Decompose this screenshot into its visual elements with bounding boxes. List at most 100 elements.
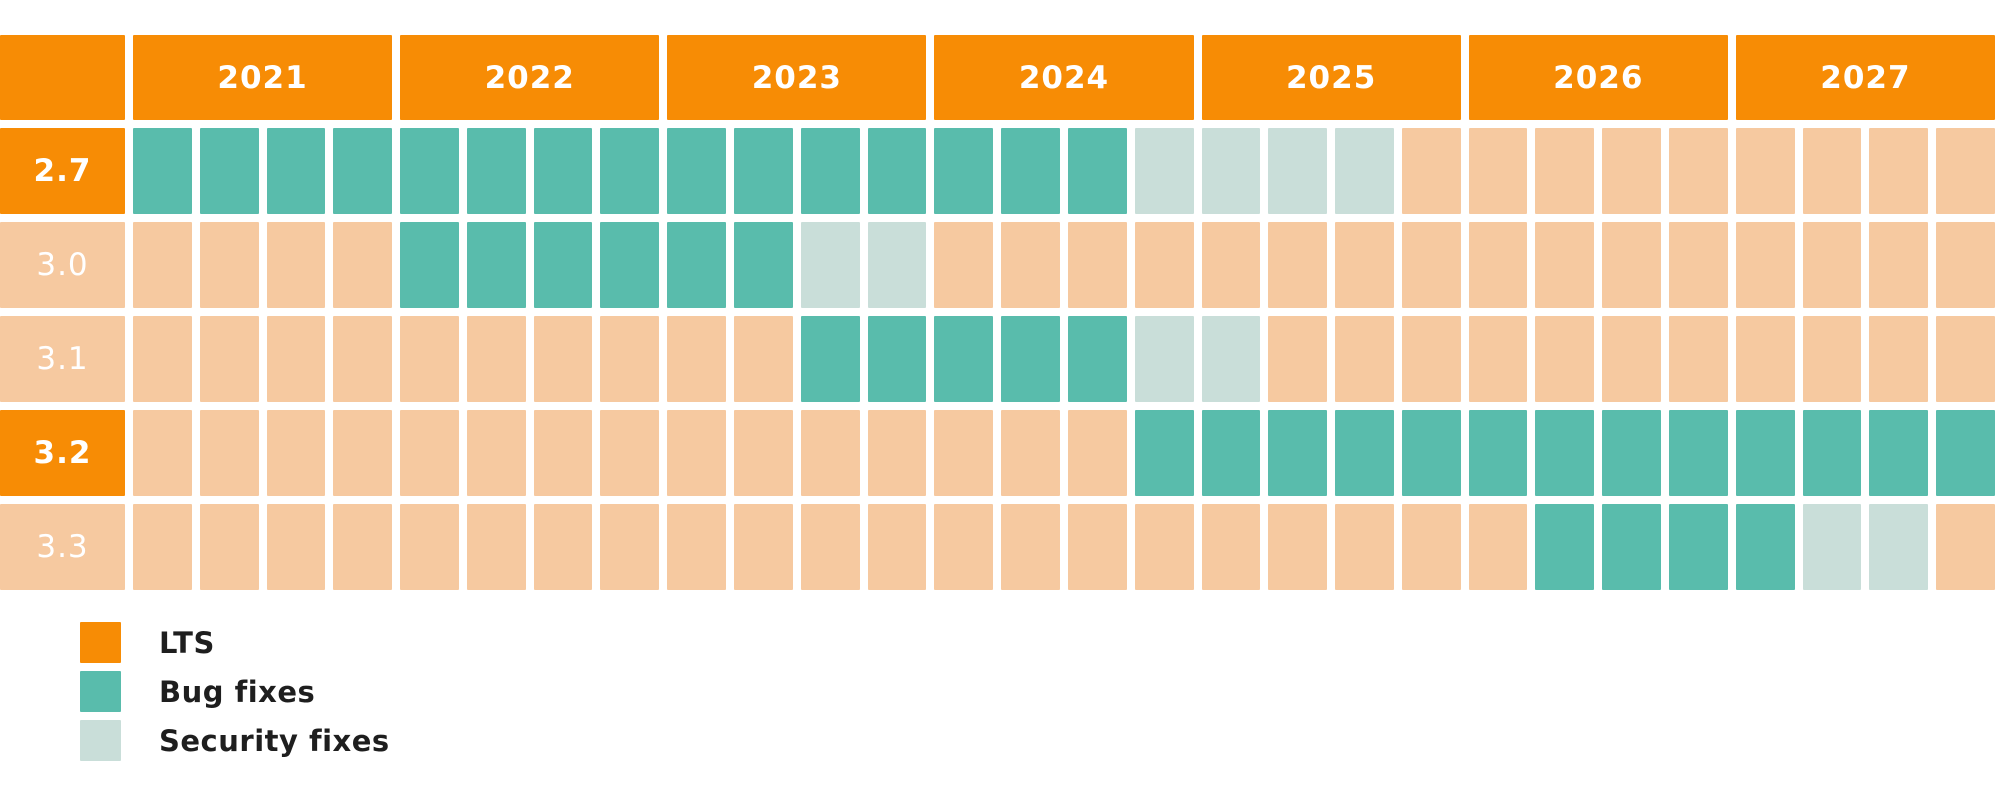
grid-cell-3-0-2022Q2 — [466, 222, 526, 308]
security-fixes-swatch — [80, 720, 121, 761]
grid-cell-3-1-2022Q3 — [533, 316, 593, 402]
grid-cell-2-7-2024Q3 — [1067, 128, 1127, 214]
grid-cell-3-2-2027Q2 — [1802, 410, 1862, 496]
grid-cell-3-3-2025Q4 — [1401, 504, 1461, 590]
grid-cell-2-7-2022Q1 — [400, 128, 459, 214]
grid-cell-3-1-2022Q1 — [400, 316, 459, 402]
grid-cell-3-3-2023Q2 — [734, 504, 793, 590]
grid-cell-3-0-2027Q1 — [1735, 222, 1795, 308]
grid-cell-3-1-2024Q4 — [1134, 316, 1194, 402]
grid-cell-3-2-2021Q4 — [333, 410, 393, 496]
grid-cell-3-2-2025Q2 — [1268, 410, 1328, 496]
grid-cell-3-2-2026Q4 — [1669, 410, 1728, 496]
grid-cell-3-3-2021Q2 — [199, 504, 259, 590]
grid-cell-3-0-2023Q3 — [800, 222, 860, 308]
grid-cell-3-3-2027Q4 — [1936, 504, 1995, 590]
grid-cell-3-0-2024Q4 — [1134, 222, 1194, 308]
grid-cell-3-1-2024Q2 — [1001, 316, 1060, 402]
grid-cell-3-0-2026Q3 — [1602, 222, 1662, 308]
bug-fixes-swatch — [80, 671, 121, 712]
row-label-2-7: 2.7 — [0, 128, 125, 214]
grid-cell-3-3-2025Q3 — [1335, 504, 1394, 590]
grid-cell-2-7-2024Q1 — [934, 128, 994, 214]
grid-cell-3-1-2027Q3 — [1869, 316, 1929, 402]
grid-cell-3-1-2023Q1 — [667, 316, 727, 402]
legend-label-lts: LTS — [159, 625, 215, 660]
grid-cell-3-2-2022Q1 — [400, 410, 459, 496]
grid-cell-2-7-2021Q4 — [333, 128, 393, 214]
grid-cell-3-0-2023Q1 — [667, 222, 727, 308]
grid-cell-3-2-2027Q4 — [1936, 410, 1995, 496]
grid-cell-3-0-2026Q4 — [1669, 222, 1728, 308]
year-header-2024: 2024 — [934, 35, 1194, 120]
legend-item-security-fixes: Security fixes — [80, 720, 390, 761]
grid-cell-3-3-2023Q1 — [667, 504, 727, 590]
grid-cell-3-3-2024Q1 — [934, 504, 994, 590]
grid-cell-2-7-2025Q4 — [1401, 128, 1461, 214]
grid-cell-3-1-2026Q1 — [1468, 316, 1528, 402]
grid-cell-3-2-2023Q1 — [667, 410, 727, 496]
grid-cell-3-3-2026Q1 — [1468, 504, 1528, 590]
grid-cell-2-7-2025Q2 — [1268, 128, 1328, 214]
grid-cell-3-1-2022Q2 — [466, 316, 526, 402]
year-header-2022: 2022 — [400, 35, 660, 120]
grid-cell-3-3-2026Q4 — [1669, 504, 1728, 590]
grid-cell-3-3-2026Q2 — [1535, 504, 1595, 590]
grid-cell-3-2-2025Q3 — [1335, 410, 1394, 496]
grid-cell-2-7-2021Q1 — [133, 128, 192, 214]
grid-cell-3-1-2025Q4 — [1401, 316, 1461, 402]
grid-cell-3-3-2026Q3 — [1602, 504, 1662, 590]
grid-cell-3-2-2026Q1 — [1468, 410, 1528, 496]
grid-cell-3-2-2026Q2 — [1535, 410, 1595, 496]
year-header-2021: 2021 — [133, 35, 393, 120]
grid-cell-3-0-2023Q2 — [734, 222, 793, 308]
grid-cell-3-0-2021Q3 — [266, 222, 326, 308]
grid-cell-3-3-2022Q1 — [400, 504, 459, 590]
grid-cell-2-7-2024Q2 — [1001, 128, 1060, 214]
grid-cell-3-3-2021Q3 — [266, 504, 326, 590]
grid-cell-2-7-2026Q4 — [1669, 128, 1728, 214]
grid-cell-3-2-2023Q4 — [867, 410, 927, 496]
grid-cell-3-3-2022Q3 — [533, 504, 593, 590]
grid-cell-3-3-2023Q4 — [867, 504, 927, 590]
grid-cell-3-1-2027Q1 — [1735, 316, 1795, 402]
grid-cell-3-0-2023Q4 — [867, 222, 927, 308]
grid-cell-3-2-2024Q3 — [1067, 410, 1127, 496]
grid-cell-3-2-2023Q3 — [800, 410, 860, 496]
grid-cell-3-3-2022Q2 — [466, 504, 526, 590]
grid-cell-3-0-2025Q1 — [1201, 222, 1261, 308]
year-header-2023: 2023 — [667, 35, 927, 120]
grid-cell-3-1-2023Q3 — [800, 316, 860, 402]
grid-cell-3-2-2024Q4 — [1134, 410, 1194, 496]
grid-cell-2-7-2021Q3 — [266, 128, 326, 214]
grid-cell-2-7-2025Q1 — [1201, 128, 1261, 214]
grid-cell-3-2-2027Q3 — [1869, 410, 1929, 496]
year-header-2027: 2027 — [1735, 35, 1995, 120]
grid-cell-3-0-2027Q3 — [1869, 222, 1929, 308]
grid-cell-2-7-2027Q1 — [1735, 128, 1795, 214]
grid-cell-3-3-2025Q2 — [1268, 504, 1328, 590]
grid-cell-3-1-2027Q2 — [1802, 316, 1862, 402]
grid-cell-3-3-2024Q4 — [1134, 504, 1194, 590]
grid-cell-3-2-2025Q4 — [1401, 410, 1461, 496]
grid-cell-3-3-2027Q3 — [1869, 504, 1929, 590]
grid-cell-3-0-2027Q4 — [1936, 222, 1995, 308]
grid-cell-3-3-2024Q3 — [1067, 504, 1127, 590]
grid-cell-3-2-2022Q4 — [600, 410, 660, 496]
grid-cell-3-3-2027Q2 — [1802, 504, 1862, 590]
grid-cell-3-0-2022Q3 — [533, 222, 593, 308]
grid-cell-3-0-2025Q3 — [1335, 222, 1394, 308]
grid-cell-2-7-2021Q2 — [199, 128, 259, 214]
grid-cell-3-2-2025Q1 — [1201, 410, 1261, 496]
row-label-3-3: 3.3 — [0, 504, 125, 590]
grid-cell-2-7-2027Q4 — [1936, 128, 1995, 214]
grid-cell-3-0-2026Q1 — [1468, 222, 1528, 308]
grid-cell-2-7-2025Q3 — [1335, 128, 1394, 214]
grid-cell-3-3-2021Q1 — [133, 504, 192, 590]
grid-cell-3-1-2021Q3 — [266, 316, 326, 402]
row-label-3-1: 3.1 — [0, 316, 125, 402]
grid-cell-3-3-2022Q4 — [600, 504, 660, 590]
grid-cell-3-3-2025Q1 — [1201, 504, 1261, 590]
grid-cell-3-1-2021Q4 — [333, 316, 393, 402]
